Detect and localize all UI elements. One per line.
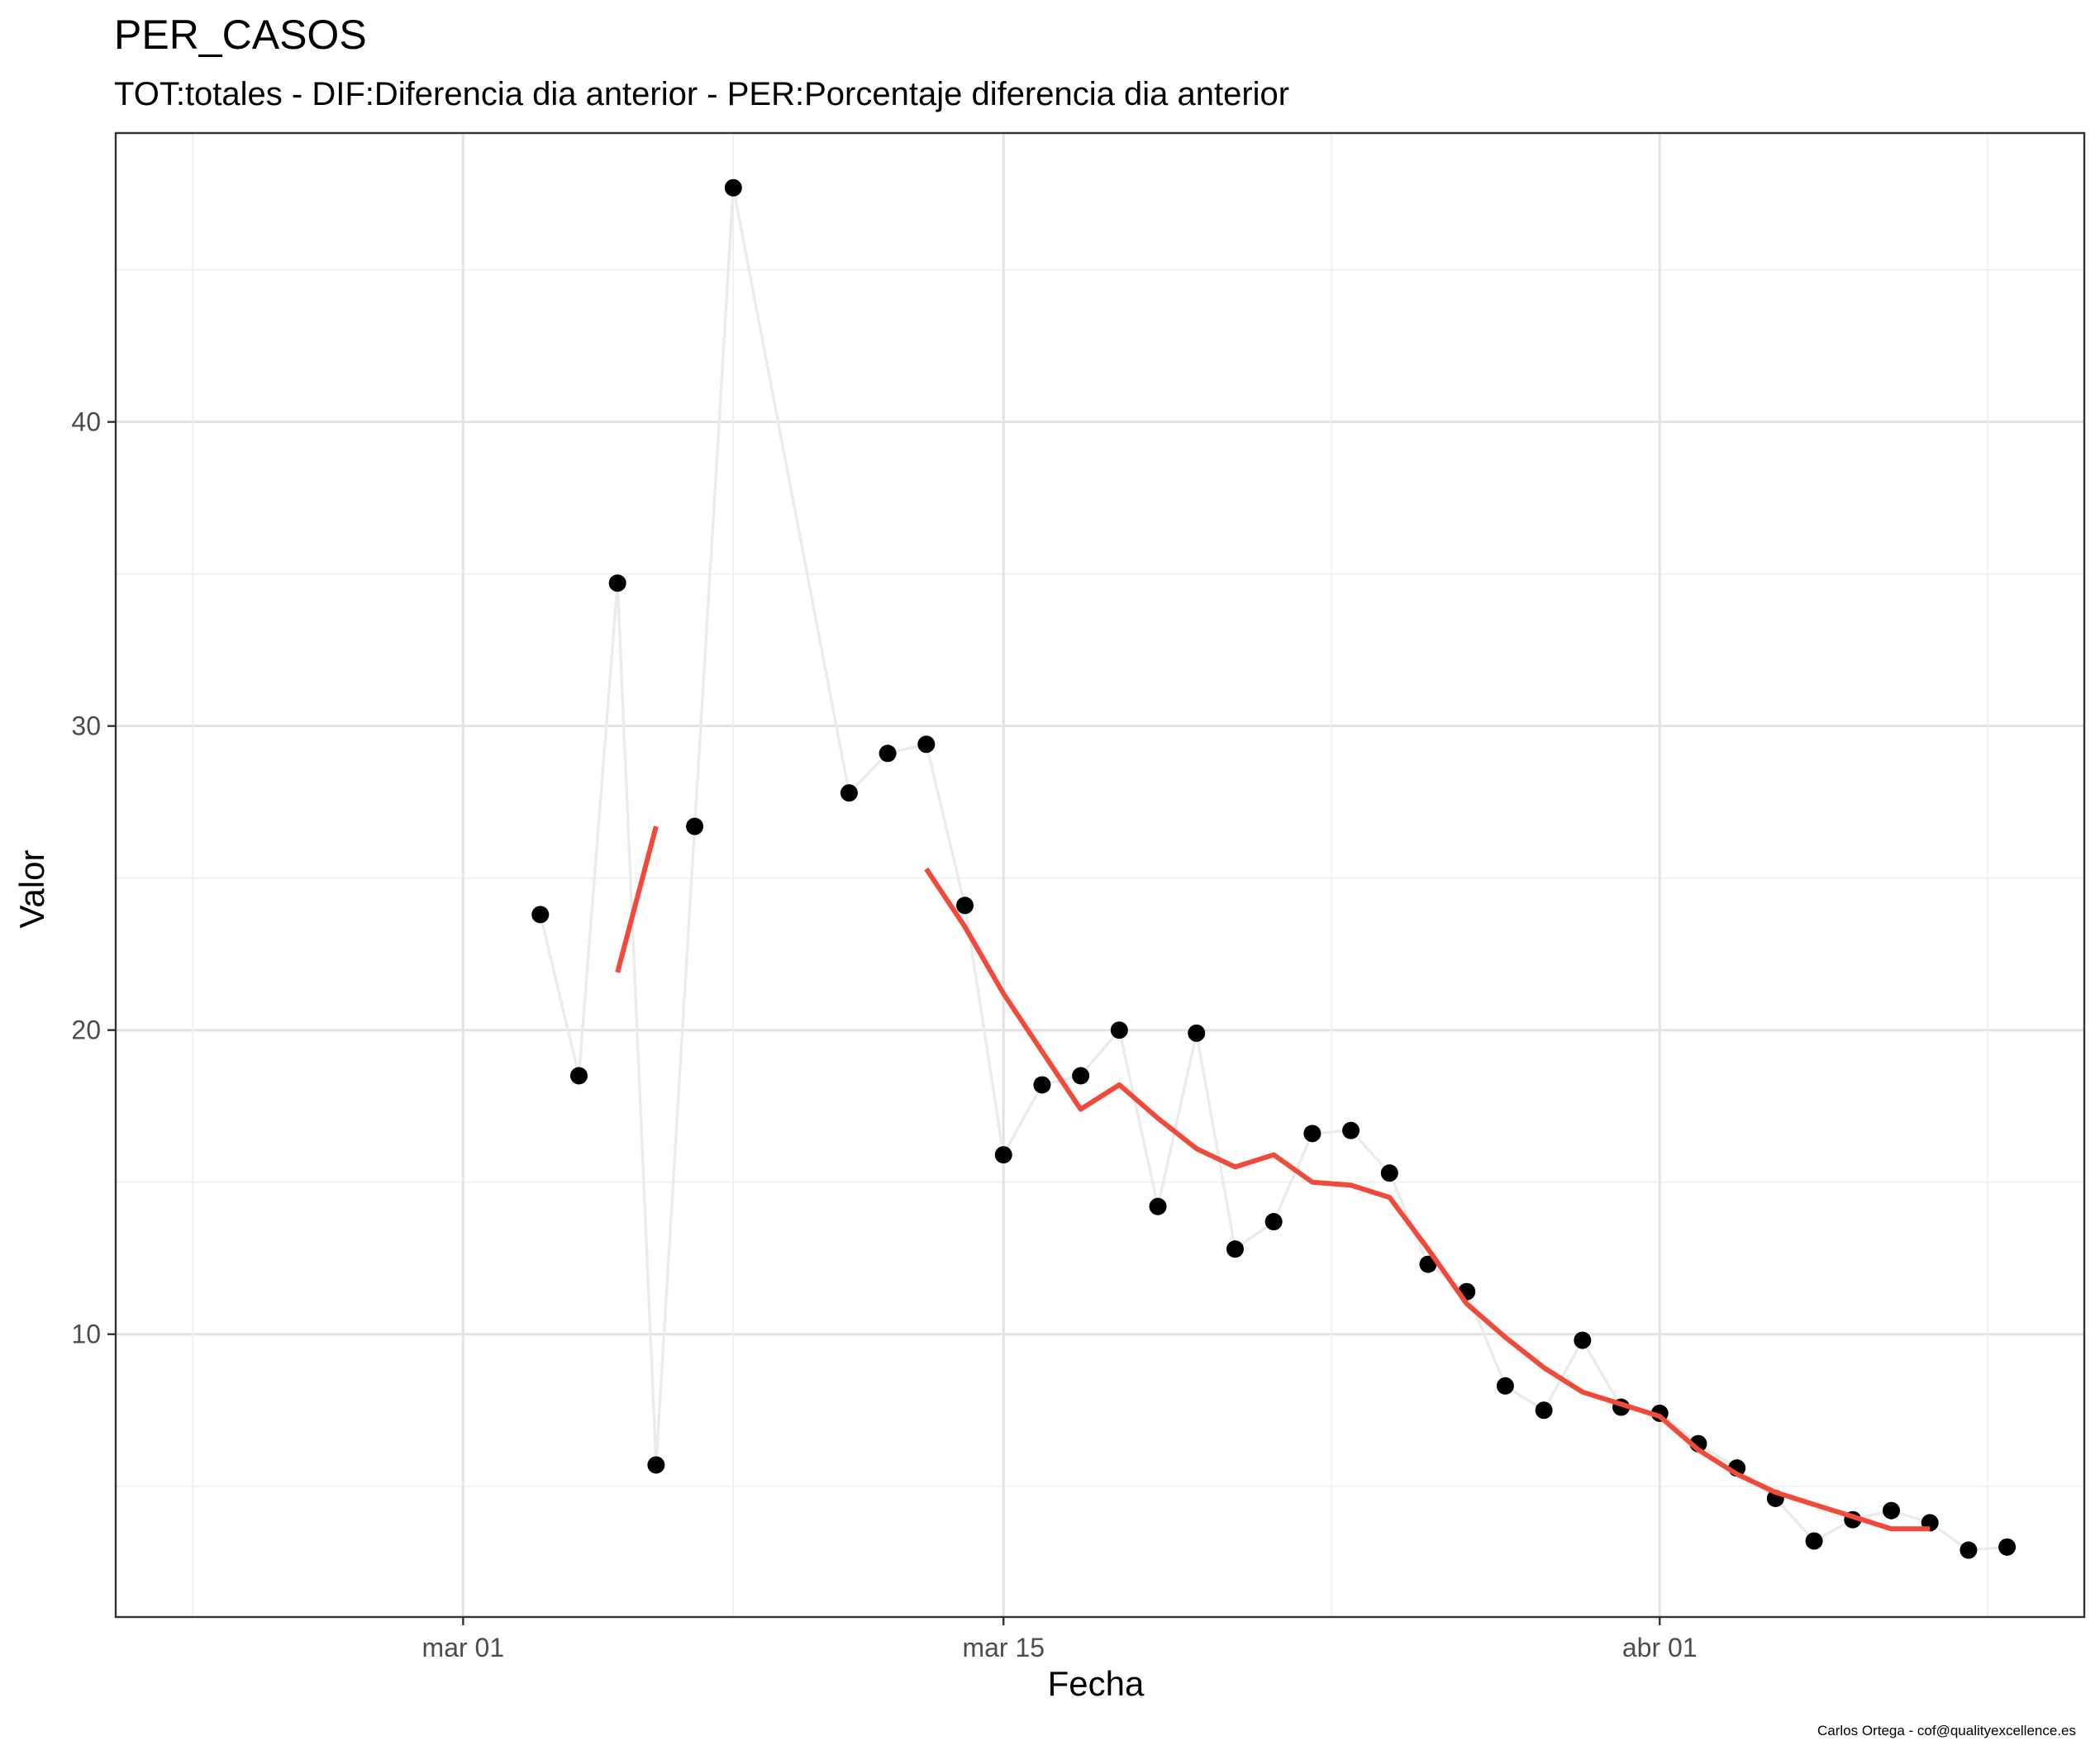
data-point [1342,1121,1360,1139]
trend-line [924,867,1931,1532]
data-point [1303,1125,1321,1143]
data-point [1882,1501,1900,1520]
data-point [608,574,626,592]
x-tick-label: mar 01 [422,1633,505,1662]
data-point [531,906,550,924]
data-point [1496,1377,1514,1395]
data-point [917,735,936,754]
y-axis-title: Valor [12,850,51,929]
data-point [724,178,742,197]
data-point [1380,1164,1398,1182]
data-point [1535,1401,1553,1420]
data-point [879,744,897,763]
data-point [994,1146,1012,1164]
data-point [956,897,974,915]
data-point [1226,1240,1244,1258]
data-point [1419,1255,1437,1273]
panel-border [114,131,2086,1619]
data-point [1264,1213,1283,1231]
chart-title: PER_CASOS [114,12,367,58]
y-tick-label: 20 [71,1015,101,1045]
caption: Carlos Ortega - cof@qualityexcellence.es [1817,1723,2076,1738]
data-point [1110,1021,1128,1039]
x-tick-label: mar 15 [962,1633,1045,1662]
x-tick-label: abr 01 [1622,1633,1698,1662]
data-point [647,1456,665,1474]
trend-line [615,825,659,973]
y-tick-label: 40 [71,407,101,437]
axes: 10 20 30 40 mar 01 mar 15 abr 01 [71,407,1697,1662]
y-tick-label: 10 [71,1320,101,1349]
data-point [1072,1067,1090,1085]
data-point [1033,1076,1051,1094]
data-point [686,817,704,835]
series-connector-line [539,186,2007,1552]
data-point [1998,1538,2017,1556]
data-point [840,784,858,802]
data-point [1149,1197,1167,1215]
plot-area [531,178,2017,1559]
chart-subtitle: TOT:totales - DIF:Diferencia dia anterio… [114,76,1289,112]
x-axis-title: Fecha [1048,1664,1145,1703]
data-point [569,1067,588,1085]
data-point [1960,1541,1978,1559]
data-point [1188,1024,1206,1042]
y-tick-label: 30 [71,711,101,741]
data-point [1805,1532,1823,1550]
grid [116,133,2084,1617]
data-point [1574,1331,1592,1349]
